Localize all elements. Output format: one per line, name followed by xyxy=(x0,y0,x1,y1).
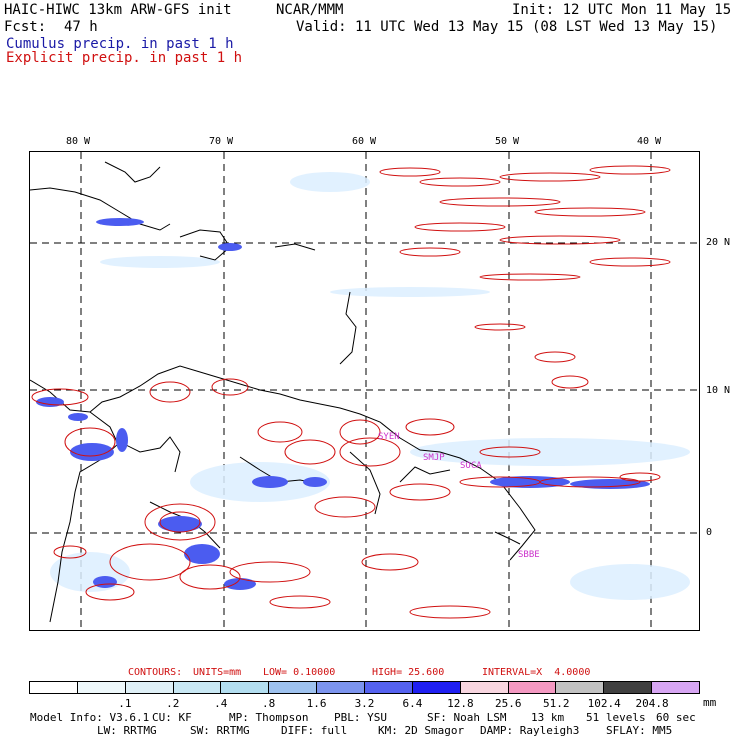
footer-item: SW: RRTMG xyxy=(190,724,250,737)
footer-item: DIFF: full xyxy=(281,724,348,737)
site-label: SYEN xyxy=(378,432,400,442)
legend-tick: 102.4 xyxy=(587,697,621,710)
model-title: HAIC-HIWC 13km ARW-GFS init xyxy=(4,2,232,18)
legend-swatch xyxy=(652,682,700,693)
valid-time: Valid: 11 UTC Wed 13 May 15 (08 LST Wed … xyxy=(296,19,718,35)
legend-tick: 25.6 xyxy=(495,697,522,710)
footer-item: 51 levels xyxy=(586,711,646,724)
footer-item: 13 km xyxy=(531,711,565,724)
lon-label: 40 W xyxy=(637,136,662,147)
lat-label: 20 N xyxy=(706,237,731,248)
legend-tick: .8 xyxy=(262,697,276,710)
legend-swatch xyxy=(125,682,174,693)
legend-swatch xyxy=(173,682,222,693)
legend-swatch xyxy=(30,682,78,693)
legend-tick: .2 xyxy=(166,697,180,710)
fcst-value: 47 h xyxy=(64,19,98,35)
legend-tick: .1 xyxy=(118,697,132,710)
map-canvas xyxy=(30,152,699,630)
legend-swatch xyxy=(365,682,413,693)
light-precip-areas xyxy=(50,172,690,600)
legend-swatch xyxy=(221,682,270,693)
footer-item: CU: KF xyxy=(152,711,192,724)
site-label: SBBE xyxy=(518,550,540,560)
site-label: SOCA xyxy=(460,461,482,471)
legend-tick: 51.2 xyxy=(542,697,570,710)
legend-swatch xyxy=(460,682,509,693)
footer-item: KM: 2D Smagor xyxy=(378,724,465,737)
contour-label: CONTOURS: xyxy=(128,667,183,678)
legend-swatch xyxy=(77,682,126,693)
legend-swatch xyxy=(604,682,653,693)
footer-item: SF: Noah LSM xyxy=(427,711,507,724)
legend-tick: 6.4 xyxy=(402,697,423,710)
fcst-label: Fcst: xyxy=(4,19,47,35)
lat-label: 0 xyxy=(706,527,713,538)
legend-tick: .4 xyxy=(214,697,228,710)
site-label: SMJP xyxy=(423,453,445,463)
precip-map: SYEN SMJP SOCA SBBE xyxy=(29,151,700,631)
legend-tick: 12.8 xyxy=(447,697,474,710)
explicit-precip-contours xyxy=(31,165,671,619)
cumulus-legend: Cumulus precip. in past 1 h xyxy=(6,36,234,52)
lat-label: 10 N xyxy=(706,385,731,396)
coastlines xyxy=(30,161,536,623)
footer-item: DAMP: Rayleigh3 xyxy=(480,724,580,737)
lon-label: 70 W xyxy=(209,136,234,147)
legend-swatch xyxy=(556,682,605,693)
graticule xyxy=(30,152,699,630)
footer-item: LW: RRTMG xyxy=(97,724,157,737)
legend-units: mm xyxy=(703,696,717,709)
org-label: NCAR/MMM xyxy=(276,2,344,18)
explicit-legend: Explicit precip. in past 1 h xyxy=(6,50,243,66)
contour-high: HIGH= 25.600 xyxy=(372,667,445,678)
footer-item: PBL: YSU xyxy=(334,711,387,724)
legend-swatch xyxy=(412,682,461,693)
contour-low: LOW= 0.10000 xyxy=(263,667,336,678)
footer-item: SFLAY: MM5 xyxy=(606,724,673,737)
color-legend xyxy=(29,681,700,694)
legend-tick: 204.8 xyxy=(635,697,669,710)
legend-tick: 1.6 xyxy=(306,697,327,710)
legend-swatch xyxy=(269,682,318,693)
contour-units: UNITS=mm xyxy=(193,667,242,678)
footer-item: MP: Thompson xyxy=(229,711,309,724)
cumulus-precip xyxy=(36,218,650,590)
legend-tick: 3.2 xyxy=(354,697,375,710)
lon-label: 80 W xyxy=(66,136,91,147)
footer-item: 60 sec xyxy=(656,711,696,724)
legend-swatch xyxy=(508,682,557,693)
lon-label: 60 W xyxy=(352,136,377,147)
lon-label: 50 W xyxy=(495,136,520,147)
init-time: Init: 12 UTC Mon 11 May 15 xyxy=(512,2,732,18)
contour-interval: INTERVAL=X 4.0000 xyxy=(482,667,591,678)
footer-item: Model Info: V3.6.1 xyxy=(30,711,150,724)
legend-swatch xyxy=(317,682,366,693)
